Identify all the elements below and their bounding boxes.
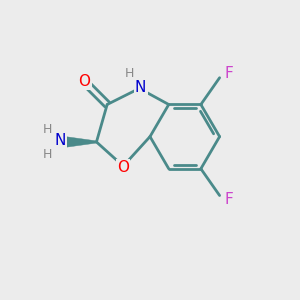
Polygon shape bbox=[62, 136, 97, 148]
Text: F: F bbox=[225, 192, 233, 207]
Text: H: H bbox=[125, 67, 135, 80]
Text: H: H bbox=[42, 123, 52, 136]
Text: O: O bbox=[78, 74, 90, 89]
Text: O: O bbox=[117, 160, 129, 175]
Text: H: H bbox=[42, 148, 52, 160]
Text: N: N bbox=[135, 80, 146, 94]
Text: F: F bbox=[225, 66, 233, 81]
Text: N: N bbox=[55, 133, 66, 148]
